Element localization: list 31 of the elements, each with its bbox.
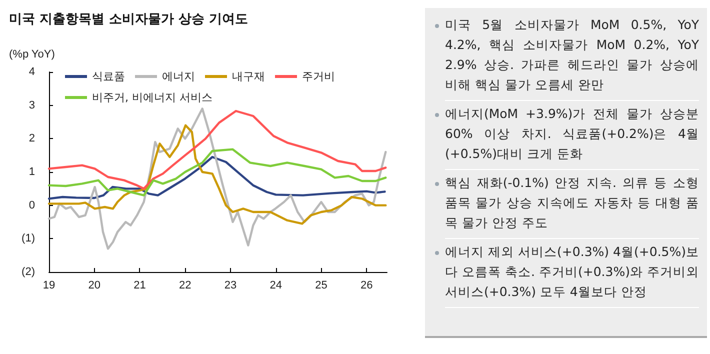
y-tick-label: 0 xyxy=(28,199,35,212)
x-tick-label: 24 xyxy=(270,280,282,292)
y-tick-label: (1) xyxy=(22,232,35,245)
legend-label: 식료품 xyxy=(92,70,125,83)
legend-label: 에너지 xyxy=(162,70,195,83)
legend-label: 주거비 xyxy=(302,70,335,83)
line-series xyxy=(48,124,387,225)
text: 에너지(MoM +3.9%)가 전체 물가 상승분 60% 이상 차지. 식료품(+0.2%)은 4월(+0.5%)대비 크게 둔화 xyxy=(445,101,699,170)
y-tick-label: (2) xyxy=(22,266,35,278)
y-tick-label: 4 xyxy=(28,66,35,78)
x-tick-label: 25 xyxy=(315,280,328,292)
text: 핵심 재화(-0.1%) 안정 지속. 의류 등 소형 품목 물가 상승 지속에도 자동차 등 대형 품목 물가 안정 주도 xyxy=(445,170,699,239)
x-tick-label: 26 xyxy=(360,280,373,292)
line-series xyxy=(48,156,386,200)
x-tick-label: 19 xyxy=(42,280,56,292)
line-series xyxy=(48,148,387,196)
chart-title: 미국 지출항목별 소비자물가 상승 기여도 xyxy=(9,12,248,27)
legend-label: 내구재 xyxy=(232,70,265,83)
x-tick-label: 20 xyxy=(88,280,100,292)
text: 미국 5월 소비자물가 MoM 0.5%, YoY 4.2%, 핵심 소비자물가 MoM 0.2%, YoY 2.9% 상승. 가파른 헤드라인 물가 상승에 비해 핵심 물가 오름세 완만 xyxy=(445,12,699,101)
y-tick-label: 1 xyxy=(28,166,35,178)
y-tick-label: 2 xyxy=(28,132,35,145)
legend-label: 비주거, 비에너지 서비스 xyxy=(92,91,212,104)
text: 에너지 제외 서비스(+0.3%) 4월(+0.5%)보다 오름폭 축소. 주거비(+0.3%)와 주거비외서비스(+0.3%) 모두 4월보다 안정 xyxy=(445,239,699,308)
y-tick-label: 3 xyxy=(28,99,35,112)
x-tick-label: 23 xyxy=(224,280,237,292)
x-tick-label: 22 xyxy=(178,280,192,292)
y-axis-title: (%p YoY) xyxy=(9,48,55,60)
line-series xyxy=(48,108,387,250)
line-series xyxy=(48,110,387,190)
x-tick-label: 21 xyxy=(134,280,146,292)
